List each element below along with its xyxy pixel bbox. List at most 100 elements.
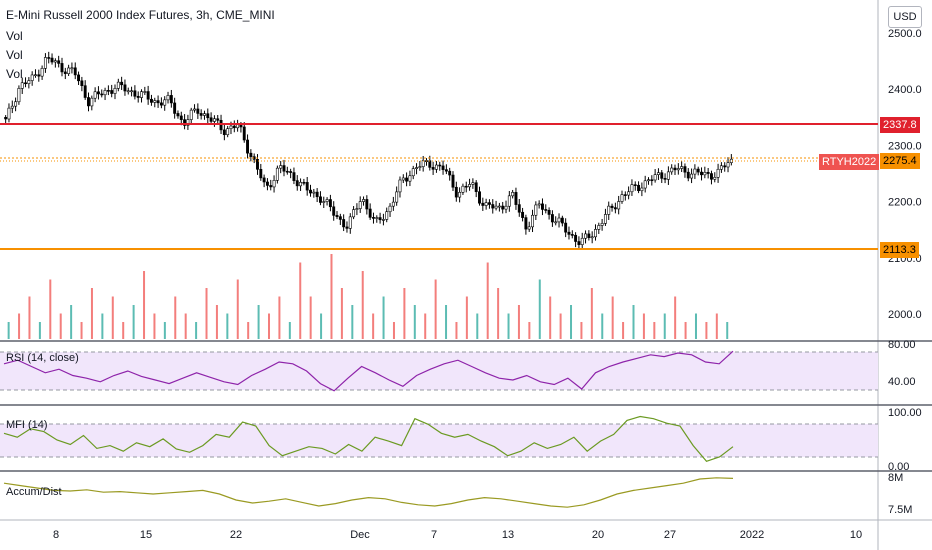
candle-body	[53, 60, 57, 63]
accum-dist-label[interactable]: Accum/Dist	[6, 486, 62, 498]
volume-bar	[642, 313, 645, 339]
candle-body	[693, 168, 697, 175]
volume-bar	[424, 313, 427, 339]
candle-body	[169, 95, 173, 104]
candle-body	[196, 108, 200, 114]
candle-body	[27, 80, 31, 84]
candle-body	[544, 209, 548, 211]
candle-body	[719, 165, 723, 170]
volume-bar	[549, 296, 552, 339]
candle-body	[7, 107, 11, 120]
candle-body	[133, 90, 137, 97]
vol-label-3[interactable]: Vol	[6, 67, 23, 81]
candle-body	[527, 226, 531, 230]
candle-body	[43, 57, 47, 69]
candle-body	[541, 203, 544, 210]
vol-label-2[interactable]: Vol	[6, 48, 23, 62]
volume-bar	[715, 313, 718, 339]
candle-body	[123, 84, 127, 92]
candle-body	[487, 202, 491, 205]
candle-body	[547, 210, 551, 215]
candle-body	[47, 57, 51, 59]
ad-axis-tick: 8M	[888, 472, 903, 484]
candle-body	[464, 185, 468, 188]
candle-body	[710, 173, 713, 180]
volume-bar	[632, 305, 635, 339]
mfi-label[interactable]: MFI (14)	[6, 419, 48, 431]
candle-body	[163, 99, 167, 106]
candle-body	[318, 196, 322, 203]
candle-body	[570, 234, 574, 236]
volume-bar	[184, 313, 187, 339]
candle-body	[302, 181, 306, 184]
volume-bar	[476, 313, 479, 339]
candle-body	[491, 204, 495, 209]
candle-body	[405, 177, 409, 182]
candle-body	[597, 225, 601, 230]
candle-body	[159, 102, 163, 106]
candle-body	[428, 160, 432, 168]
candle-body	[378, 217, 382, 221]
rsi-axis-tick: 40.00	[888, 376, 916, 388]
candle-body	[87, 97, 90, 107]
rsi-label[interactable]: RSI (14, close)	[6, 352, 79, 364]
volume-bar	[257, 305, 260, 339]
candle-body	[249, 152, 253, 157]
candle-body	[70, 67, 74, 70]
volume-bar	[132, 305, 135, 339]
candle-body	[73, 67, 77, 76]
candle-body	[521, 211, 525, 218]
volume-bar	[653, 322, 656, 339]
candle-body	[431, 167, 435, 170]
candle-body	[448, 170, 452, 176]
orange-level-tag: 2113.3	[880, 242, 919, 258]
volume-bar	[601, 313, 604, 339]
candle-body	[80, 80, 84, 87]
candle-body	[630, 184, 634, 193]
candle-body	[716, 168, 720, 178]
candle-body	[484, 202, 488, 206]
candle-body	[726, 162, 730, 168]
candle-body	[647, 179, 650, 182]
candle-body	[126, 90, 130, 93]
candle-body	[637, 184, 641, 192]
candle-body	[136, 95, 140, 98]
candle-body	[272, 180, 276, 188]
candle-body	[60, 63, 64, 73]
candle-body	[368, 208, 372, 218]
candle-body	[680, 166, 684, 169]
candle-body	[242, 126, 246, 141]
candle-body	[40, 68, 44, 77]
mfi-line	[3, 415, 734, 462]
candle-body	[265, 181, 269, 186]
candle-body	[454, 186, 458, 198]
candle-body	[322, 201, 326, 203]
candle-body	[656, 172, 660, 175]
candle-body	[63, 71, 67, 74]
candle-body	[176, 113, 180, 117]
candle-body	[468, 184, 472, 188]
volume-bar	[268, 313, 271, 339]
symbol-tag: RTYH2022	[819, 154, 880, 170]
candle-body	[358, 201, 362, 209]
candle-body	[458, 192, 462, 198]
candle-body	[375, 217, 379, 219]
candle-body	[193, 108, 196, 111]
candle-body	[24, 82, 27, 85]
candle-body	[418, 166, 422, 168]
vol-label-1[interactable]: Vol	[6, 29, 23, 43]
price-axis-tick: 2400.0	[888, 84, 922, 96]
candle-body	[216, 118, 220, 121]
candle-body	[723, 165, 727, 168]
candle-body	[57, 60, 61, 64]
candle-body	[203, 113, 206, 116]
candle-body	[226, 128, 230, 136]
chart-title[interactable]: E-Mini Russell 2000 Index Futures, 3h, C…	[6, 8, 275, 22]
currency-button[interactable]: USD	[888, 6, 922, 28]
candle-body	[332, 206, 336, 216]
volume-bar	[111, 296, 114, 339]
candle-body	[627, 191, 631, 196]
candle-body	[690, 173, 694, 179]
volume-bar	[330, 254, 333, 339]
